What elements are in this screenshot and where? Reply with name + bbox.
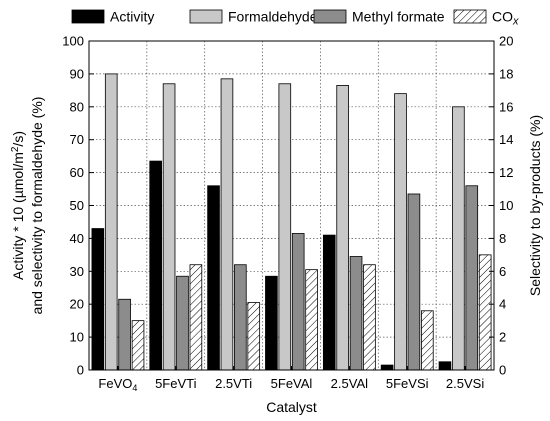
y-tick-label: 100 (62, 34, 84, 49)
y-axis-label-line2: and selectivity to formaldehyde (%) (29, 97, 45, 315)
legend-label: COx (492, 9, 519, 28)
y2-tick-label: 18 (499, 66, 513, 81)
bar (349, 256, 363, 371)
y-tick-label: 50 (70, 198, 84, 213)
bar (322, 234, 336, 371)
bar (118, 298, 131, 371)
y-tick-label: 10 (70, 330, 84, 345)
bar (305, 269, 318, 371)
bar (162, 83, 176, 371)
y-tick-label: 40 (70, 231, 84, 246)
bar (421, 310, 434, 371)
bar (438, 361, 452, 371)
legend-swatch (71, 9, 105, 24)
legend: Activity Formaldehyde Methyl formate COx (71, 9, 519, 28)
bar (149, 160, 162, 371)
x-tick-label: 2.5VTi (215, 376, 252, 391)
y-tick-label: 80 (70, 99, 84, 114)
bar (465, 185, 479, 371)
bar (91, 228, 105, 371)
bar (452, 106, 465, 371)
bar (336, 85, 349, 371)
x-tick-label: 5FeVTi (155, 376, 197, 391)
bar (104, 73, 118, 371)
bar (394, 93, 407, 371)
bar (407, 193, 421, 371)
legend-label: Formaldehyde (228, 9, 318, 25)
bar (131, 320, 145, 371)
y2-tick-label: 14 (499, 132, 513, 147)
y-tick-label: 90 (70, 66, 84, 81)
y2-tick-label: 2 (499, 330, 506, 345)
y-tick-label: 30 (70, 264, 84, 279)
legend-swatch (453, 9, 487, 24)
y-tick-label: 20 (70, 297, 84, 312)
bar (380, 364, 394, 371)
y2-tick-label: 10 (499, 198, 513, 213)
y2-tick-label: 8 (499, 231, 506, 246)
legend-label: Methyl formate (352, 9, 445, 25)
bar (176, 275, 189, 371)
bar (265, 275, 278, 371)
y2-axis-label: Selectivity to by-products (%) (527, 115, 543, 296)
bar (220, 78, 234, 371)
bar (189, 264, 203, 371)
legend-swatch (189, 9, 223, 24)
legend-swatch (313, 9, 347, 24)
legend-label: Activity (110, 9, 154, 25)
bar (363, 264, 376, 371)
y2-tick-label: 0 (499, 363, 506, 378)
y-axis-label-line1: Activity * 10 (µmol/m2/s) (10, 131, 26, 280)
y2-tick-label: 12 (499, 165, 513, 180)
x-axis-label: Catalyst (266, 399, 317, 415)
y-tick-label: 70 (70, 132, 84, 147)
bar (247, 302, 261, 371)
y-tick-label: 0 (77, 363, 84, 378)
bars (91, 73, 492, 371)
bar (278, 83, 292, 371)
y-tick-label: 60 (70, 165, 84, 180)
bar (291, 233, 305, 371)
y2-tick-label: 16 (499, 99, 513, 114)
y2-tick-label: 4 (499, 297, 506, 312)
x-tick-label: FeVO4 (98, 376, 137, 393)
bar (234, 264, 247, 371)
y2-tick-label: 20 (499, 34, 513, 49)
x-tick-label: 5FeVSi (386, 376, 429, 391)
axes: 0 10 20 30 40 50 60 70 80 90 100 0 2 4 6 8 10 12 14 16 18 20 F… (62, 34, 513, 394)
x-tick-label: 5FeVAl (271, 376, 313, 391)
bar (207, 185, 220, 371)
x-tick-label: 2.5VAl (331, 376, 368, 391)
y2-tick-label: 6 (499, 264, 506, 279)
bar (478, 254, 492, 371)
x-tick-label: 2.5VSi (446, 376, 484, 391)
